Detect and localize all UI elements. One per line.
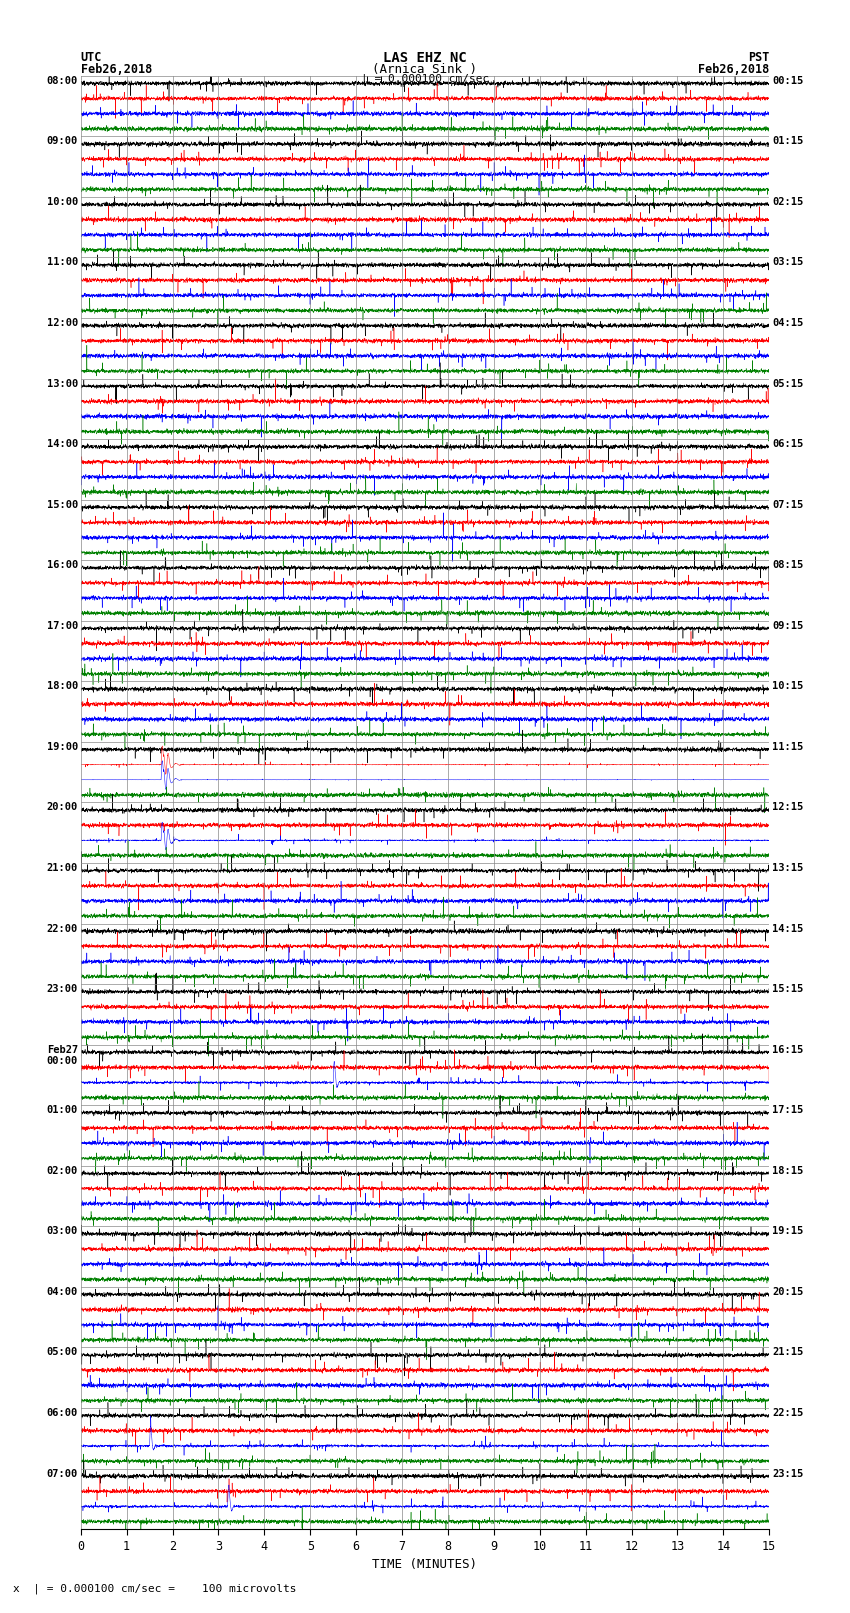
- Text: 05:00: 05:00: [47, 1347, 78, 1358]
- Text: 03:00: 03:00: [47, 1226, 78, 1236]
- Text: 07:15: 07:15: [772, 500, 803, 510]
- Text: Feb27
00:00: Feb27 00:00: [47, 1045, 78, 1066]
- Text: Feb26,2018: Feb26,2018: [698, 63, 769, 76]
- Text: 07:00: 07:00: [47, 1468, 78, 1479]
- Text: 20:00: 20:00: [47, 803, 78, 813]
- X-axis label: TIME (MINUTES): TIME (MINUTES): [372, 1558, 478, 1571]
- Text: 14:00: 14:00: [47, 439, 78, 448]
- Text: 09:15: 09:15: [772, 621, 803, 631]
- Text: 20:15: 20:15: [772, 1287, 803, 1297]
- Text: 15:15: 15:15: [772, 984, 803, 994]
- Text: 02:15: 02:15: [772, 197, 803, 206]
- Text: 03:15: 03:15: [772, 258, 803, 268]
- Text: UTC: UTC: [81, 50, 102, 65]
- Text: 16:00: 16:00: [47, 560, 78, 571]
- Text: 10:00: 10:00: [47, 197, 78, 206]
- Text: x  | = 0.000100 cm/sec =    100 microvolts: x | = 0.000100 cm/sec = 100 microvolts: [13, 1582, 297, 1594]
- Text: 21:15: 21:15: [772, 1347, 803, 1358]
- Text: 12:00: 12:00: [47, 318, 78, 327]
- Text: 06:00: 06:00: [47, 1408, 78, 1418]
- Text: 17:15: 17:15: [772, 1105, 803, 1115]
- Text: 21:00: 21:00: [47, 863, 78, 873]
- Text: 18:00: 18:00: [47, 681, 78, 692]
- Text: 01:00: 01:00: [47, 1105, 78, 1115]
- Text: | = 0.000100 cm/sec: | = 0.000100 cm/sec: [361, 73, 489, 84]
- Text: 11:00: 11:00: [47, 258, 78, 268]
- Text: 12:15: 12:15: [772, 803, 803, 813]
- Text: 02:00: 02:00: [47, 1166, 78, 1176]
- Text: 10:15: 10:15: [772, 681, 803, 692]
- Text: LAS EHZ NC: LAS EHZ NC: [383, 50, 467, 65]
- Text: 18:15: 18:15: [772, 1166, 803, 1176]
- Text: (Arnica Sink ): (Arnica Sink ): [372, 63, 478, 76]
- Text: 01:15: 01:15: [772, 137, 803, 147]
- Text: 23:00: 23:00: [47, 984, 78, 994]
- Text: 14:15: 14:15: [772, 924, 803, 934]
- Text: Feb26,2018: Feb26,2018: [81, 63, 152, 76]
- Text: 22:15: 22:15: [772, 1408, 803, 1418]
- Text: 15:00: 15:00: [47, 500, 78, 510]
- Text: PST: PST: [748, 50, 769, 65]
- Text: 08:15: 08:15: [772, 560, 803, 571]
- Text: 06:15: 06:15: [772, 439, 803, 448]
- Text: 08:00: 08:00: [47, 76, 78, 85]
- Text: 19:00: 19:00: [47, 742, 78, 752]
- Text: 13:15: 13:15: [772, 863, 803, 873]
- Text: 17:00: 17:00: [47, 621, 78, 631]
- Text: 23:15: 23:15: [772, 1468, 803, 1479]
- Text: 09:00: 09:00: [47, 137, 78, 147]
- Text: 13:00: 13:00: [47, 379, 78, 389]
- Text: 11:15: 11:15: [772, 742, 803, 752]
- Text: 19:15: 19:15: [772, 1226, 803, 1236]
- Text: 05:15: 05:15: [772, 379, 803, 389]
- Text: 04:15: 04:15: [772, 318, 803, 327]
- Text: 04:00: 04:00: [47, 1287, 78, 1297]
- Text: 16:15: 16:15: [772, 1045, 803, 1055]
- Text: 22:00: 22:00: [47, 924, 78, 934]
- Text: 00:15: 00:15: [772, 76, 803, 85]
